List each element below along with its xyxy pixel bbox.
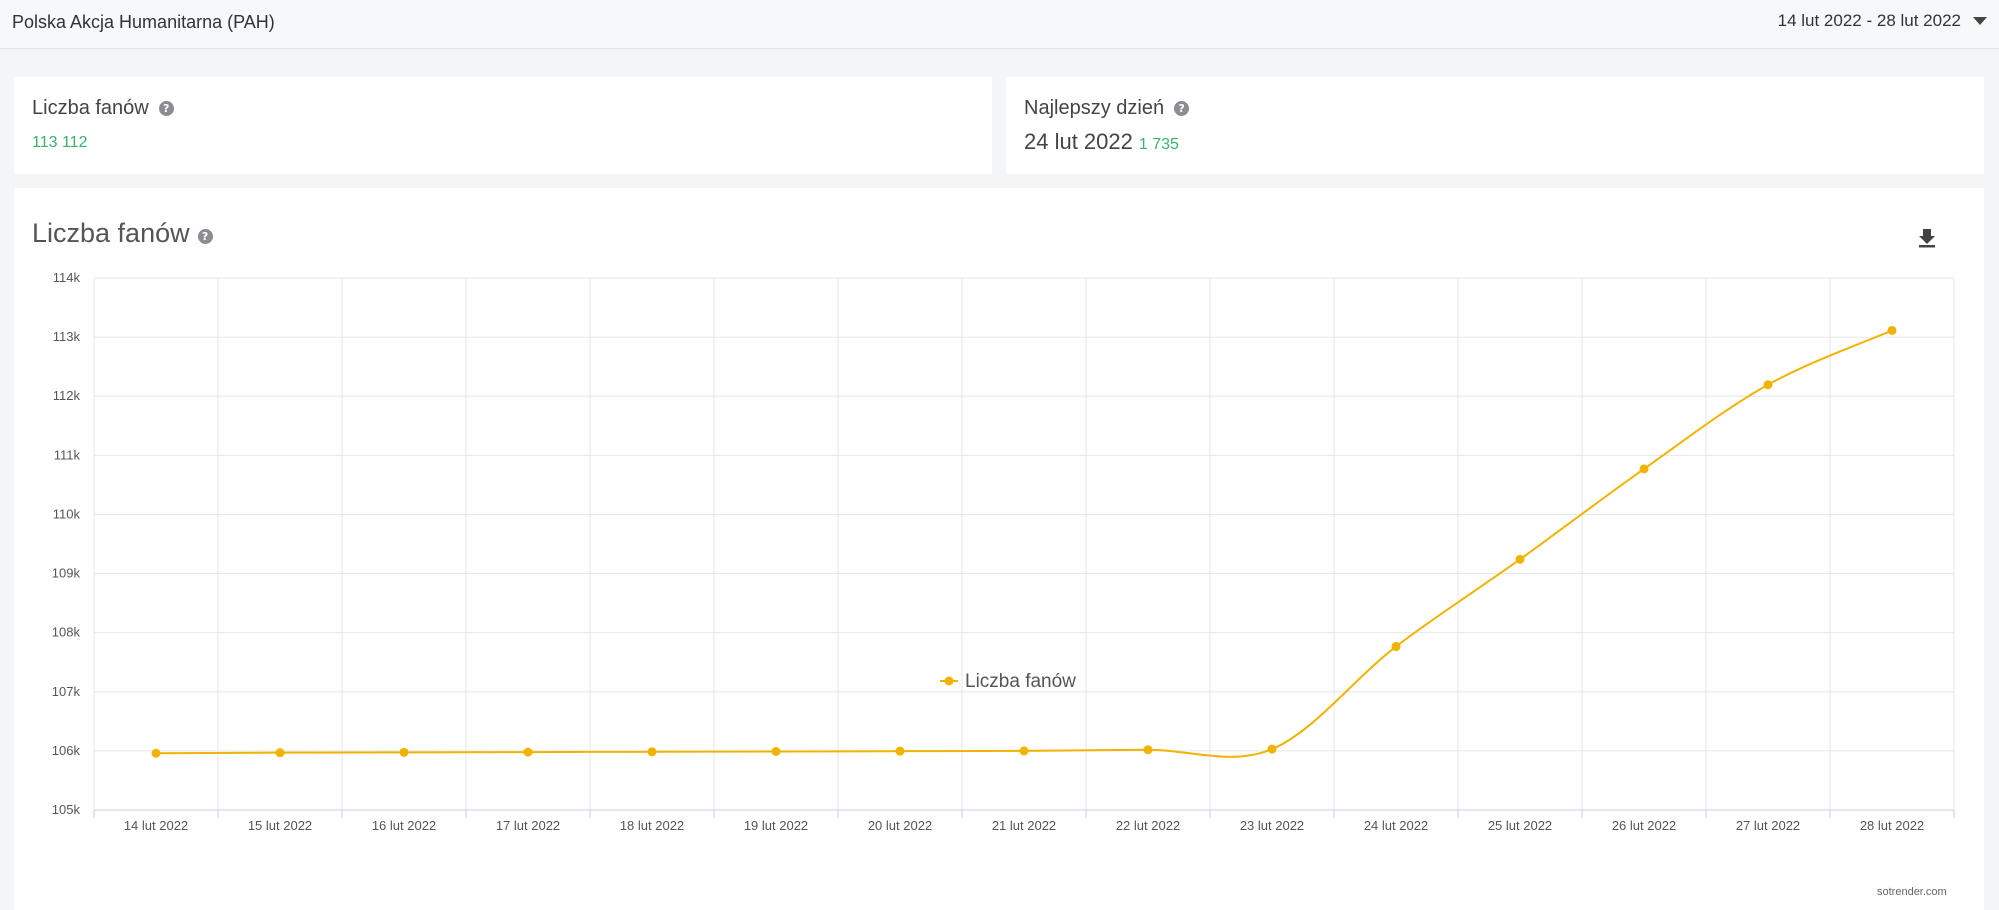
y-tick-label: 109k: [52, 566, 81, 581]
data-point[interactable]: [523, 747, 533, 757]
help-icon[interactable]: ?: [158, 101, 174, 116]
x-tick-label: 26 lut 2022: [1612, 818, 1676, 833]
x-tick-label: 18 lut 2022: [620, 818, 684, 833]
y-tick-label: 114k: [53, 270, 81, 285]
best-day-value: 1 735: [1138, 136, 1179, 153]
x-tick-label: 21 lut 2022: [992, 818, 1056, 833]
fans-count-label: Liczba fanów: [32, 97, 149, 119]
x-tick-label: 17 lut 2022: [496, 818, 560, 833]
date-range-picker[interactable]: 14 lut 2022 - 28 lut 2022: [1778, 11, 1987, 31]
page-name: Polska Akcja Humanitarna (PAH): [12, 12, 275, 32]
x-tick-label: 22 lut 2022: [1116, 818, 1180, 833]
help-icon[interactable]: ?: [197, 229, 213, 244]
data-point[interactable]: [1763, 380, 1773, 390]
data-point[interactable]: [647, 747, 657, 757]
x-tick-label: 27 lut 2022: [1736, 818, 1800, 833]
data-point[interactable]: [1143, 745, 1153, 755]
data-point[interactable]: [151, 748, 161, 758]
x-tick-label: 16 lut 2022: [372, 818, 436, 833]
data-point[interactable]: [895, 746, 905, 756]
data-point[interactable]: [1639, 464, 1649, 474]
y-tick-label: 106k: [52, 743, 81, 758]
legend-item[interactable]: Liczba fanów: [940, 671, 1076, 692]
top-bar: Polska Akcja Humanitarna (PAH) 14 lut 20…: [0, 0, 1999, 49]
chart-title-label: Liczba fanów: [32, 218, 190, 248]
data-point[interactable]: [771, 746, 781, 756]
y-tick-label: 108k: [52, 625, 81, 640]
x-tick-label: 23 lut 2022: [1240, 818, 1304, 833]
data-point[interactable]: [1391, 642, 1401, 652]
chart-title: Liczba fanów ?: [32, 218, 213, 249]
y-tick-label: 110k: [53, 506, 81, 521]
best-day-label: Najlepszy dzień: [1024, 97, 1165, 119]
x-tick-label: 28 lut 2022: [1860, 818, 1924, 833]
best-day-date: 24 lut 2022: [1024, 129, 1133, 154]
data-point[interactable]: [1515, 554, 1525, 564]
fans-chart-card: 105k 106k 107k 108k 109k 110k 111k 112k 113k 114k…: [14, 188, 1984, 910]
y-tick-label: 107k: [52, 684, 81, 699]
help-icon[interactable]: ?: [1174, 101, 1190, 116]
x-tick-label: 19 lut 2022: [744, 818, 808, 833]
y-tick-label: 105k: [52, 802, 81, 817]
fans-count-title: Liczba fanów ?: [32, 97, 174, 120]
data-point[interactable]: [1019, 746, 1029, 756]
date-range-label: 14 lut 2022 - 28 lut 2022: [1777, 11, 1961, 30]
x-tick-label: 25 lut 2022: [1488, 818, 1552, 833]
download-icon[interactable]: [1914, 224, 1940, 250]
legend-marker: [944, 676, 954, 686]
y-tick-label: 111k: [54, 447, 81, 462]
fans-line-chart: 105k 106k 107k 108k 109k 110k 111k 112k 113k 114k…: [52, 270, 1955, 833]
legend-label: Liczba fanów: [965, 671, 1076, 692]
x-tick-label: 24 lut 2022: [1364, 818, 1428, 833]
data-point[interactable]: [1887, 325, 1897, 335]
y-tick-label: 113k: [53, 329, 81, 344]
x-tick-label: 14 lut 2022: [124, 818, 188, 833]
fans-count-card: Liczba fanów ? 113 112: [14, 77, 992, 174]
data-point[interactable]: [275, 748, 285, 758]
fans-count-value: 113 112: [32, 134, 88, 151]
watermark: sotrender.com: [1877, 886, 1947, 898]
series-line: [155, 329, 1893, 758]
best-day-info: 24 lut 2022 1 735: [1024, 129, 1179, 155]
y-tick-label: 112k: [53, 388, 81, 403]
x-tick-label: 20 lut 2022: [868, 818, 932, 833]
best-day-title: Najlepszy dzień ?: [1024, 97, 1190, 120]
best-day-card: Najlepszy dzień ? 24 lut 2022 1 735: [1006, 77, 1984, 174]
data-point[interactable]: [1267, 744, 1277, 754]
data-point[interactable]: [399, 747, 409, 757]
x-tick-label: 15 lut 2022: [248, 818, 312, 833]
chevron-down-icon: [1973, 17, 1987, 25]
